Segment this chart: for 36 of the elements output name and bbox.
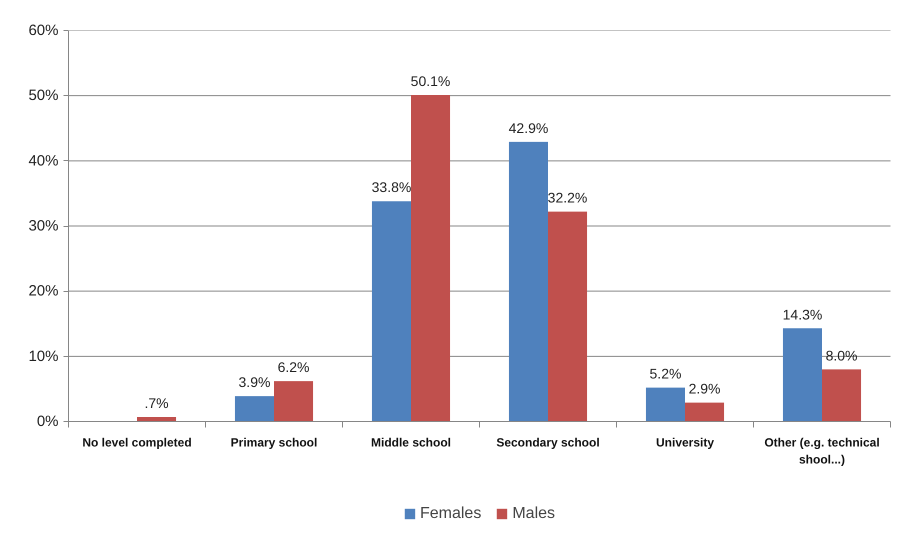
x-tick-label: University	[656, 436, 714, 450]
y-tick-label: 0%	[36, 413, 59, 430]
bar	[234, 396, 274, 422]
bar	[372, 201, 411, 422]
y-tick-label: 40%	[28, 152, 59, 170]
data-label: 8.0%	[826, 347, 858, 364]
bar	[685, 402, 724, 422]
data-label: 33.8%	[372, 179, 412, 196]
data-label: .7%	[144, 394, 169, 411]
y-tick-label: 50%	[28, 87, 59, 104]
data-label: 3.9%	[238, 374, 270, 390]
y-tick-label: 20%	[28, 282, 59, 300]
bar	[274, 381, 314, 422]
y-tick-label: 10%	[28, 348, 59, 365]
legend-label: Females	[420, 504, 482, 522]
data-label: 2.9%	[688, 380, 720, 397]
data-label: 32.2%	[548, 190, 588, 206]
x-tick-label: Secondary school	[496, 436, 600, 450]
bar	[822, 369, 862, 422]
data-label: 14.3%	[782, 306, 822, 322]
data-label: 5.2%	[650, 366, 682, 382]
data-label: 42.9%	[508, 120, 548, 136]
bar	[411, 95, 450, 422]
data-label: 50.1%	[410, 73, 450, 90]
x-tick-label: Middle school	[371, 436, 452, 450]
x-tick-label: Other (e.g. technical shool...)	[764, 436, 880, 466]
bar	[646, 388, 685, 422]
y-tick-label: 60%	[28, 22, 59, 39]
legend-label: Males	[512, 504, 556, 522]
data-label: 6.2%	[278, 359, 310, 376]
x-tick-label: Primary school	[230, 436, 318, 450]
bar	[782, 328, 822, 422]
bar	[508, 142, 548, 422]
x-tick-label: No level completed	[82, 436, 192, 450]
bar	[548, 212, 588, 422]
y-tick-label: 30%	[28, 218, 59, 234]
